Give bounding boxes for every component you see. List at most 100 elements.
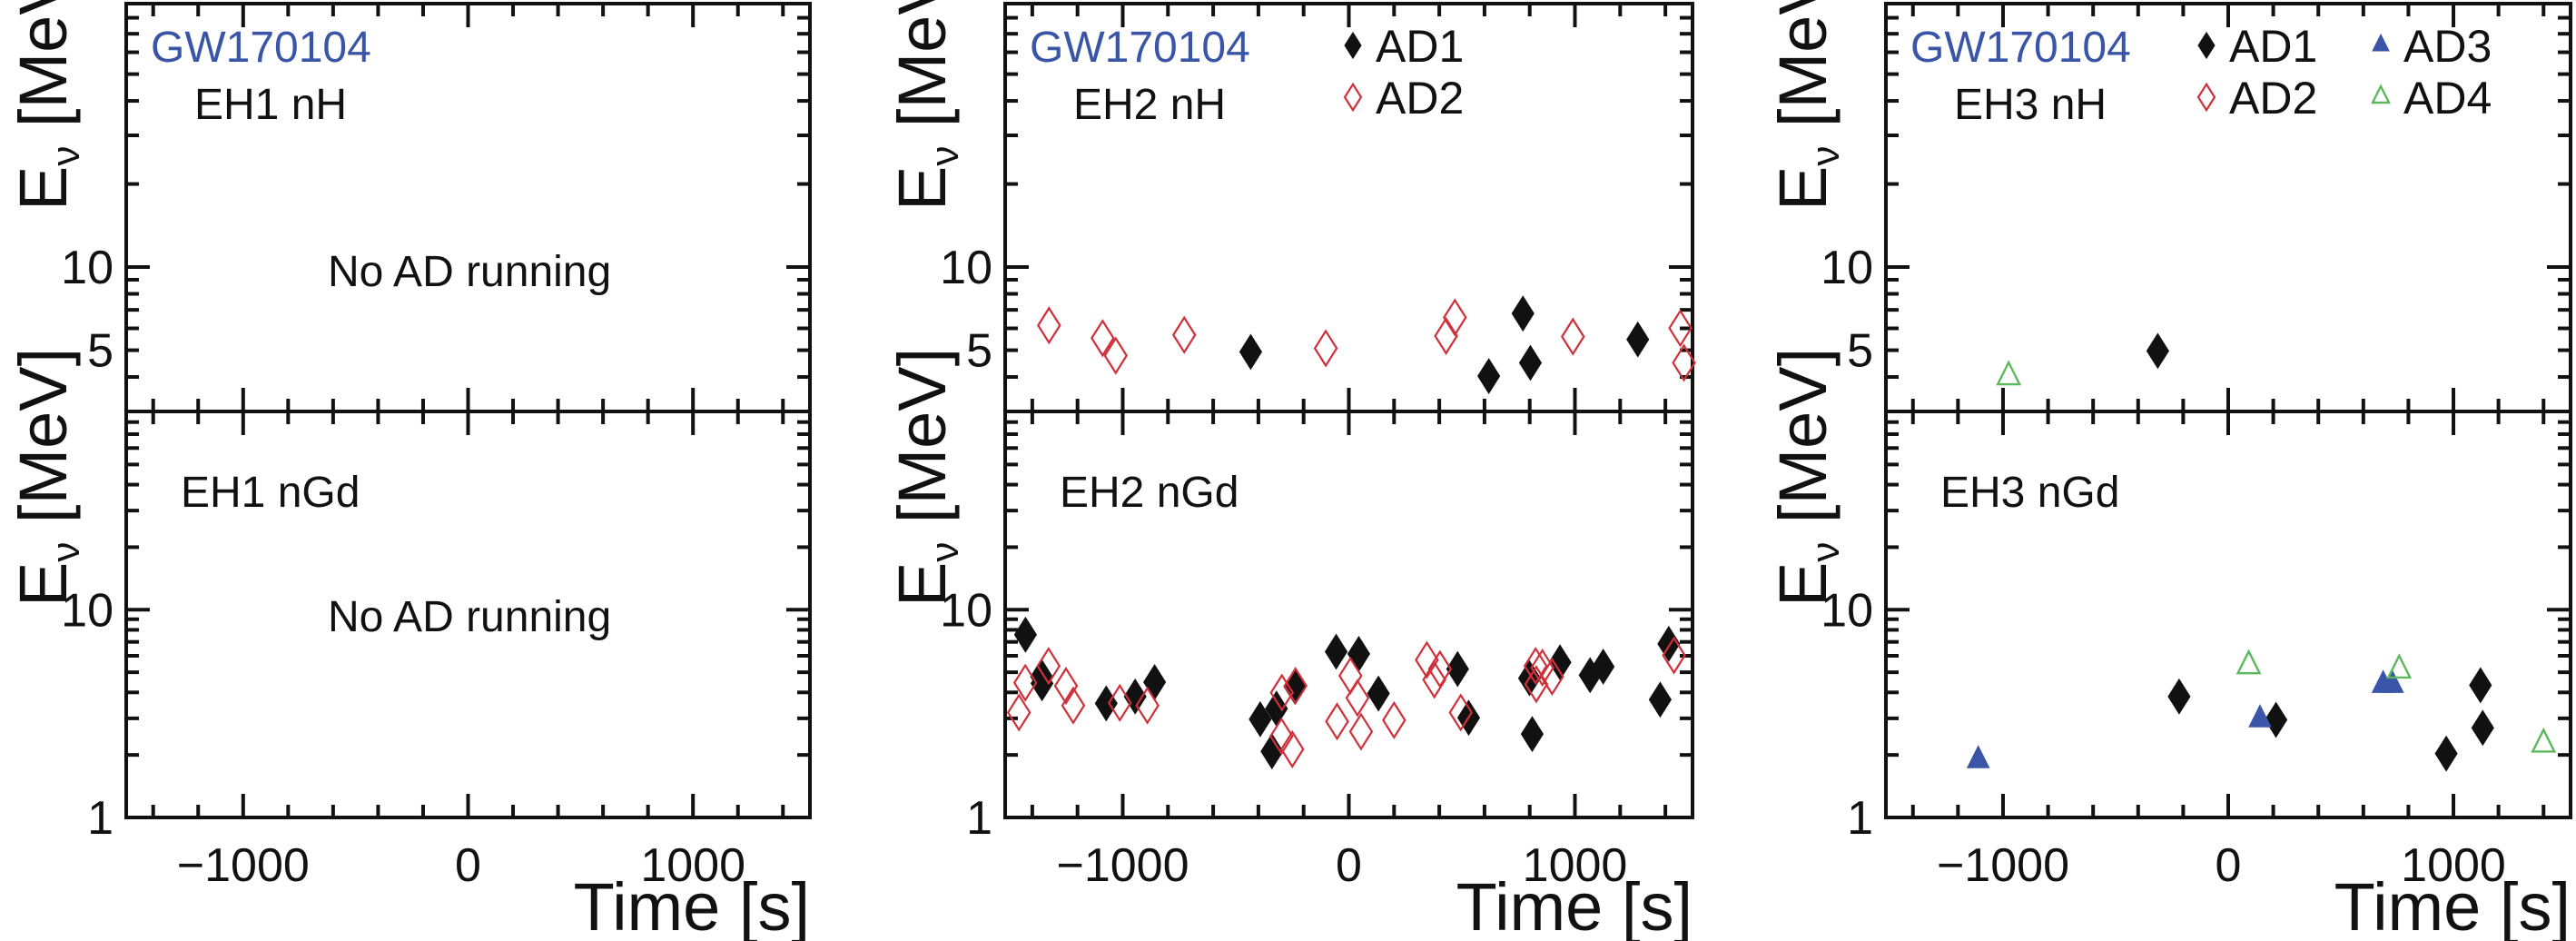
data-point-ad2 xyxy=(1448,693,1474,732)
y-axis-label: Eν [MeV] xyxy=(884,348,967,607)
y-axis-label-symbol: E xyxy=(5,562,81,607)
data-point-ad1 xyxy=(1477,358,1501,394)
data-point-ad2 xyxy=(1279,729,1305,768)
data-point-ad3 xyxy=(2248,704,2272,728)
y-axis-label-unit: [MeV] xyxy=(5,0,81,146)
legend-label-ad1: AD1 xyxy=(2229,21,2317,72)
y-axis-label-unit: [MeV] xyxy=(884,0,960,146)
data-point-ad2 xyxy=(1061,686,1086,725)
data-point-ad1 xyxy=(2434,735,2458,772)
no-ad-note: No AD running xyxy=(328,593,611,641)
marker-ad4-open-triangle xyxy=(2371,84,2391,104)
y-tick-label: 1 xyxy=(87,792,114,845)
data-point-ad2 xyxy=(1540,657,1564,697)
y-axis-label-unit: [MeV] xyxy=(5,348,81,542)
y-tick-label: 1 xyxy=(1847,792,1873,845)
y-axis-label-subscript: ν xyxy=(923,146,967,166)
hall-label: EH3 nH xyxy=(1954,81,2107,129)
data-point-ad1 xyxy=(1094,685,1118,722)
data-point-ad1 xyxy=(2264,701,2288,738)
legend-label-ad1: AD1 xyxy=(1376,21,1464,72)
data-point-ad1 xyxy=(1030,665,1054,702)
data-point-ad1 xyxy=(1626,321,1650,358)
data-point-ad2 xyxy=(1523,647,1548,686)
data-point-ad1 xyxy=(1283,668,1307,705)
x-tick-label: −1000 xyxy=(1937,839,2069,892)
series-ad2 xyxy=(1006,636,1686,768)
y-tick-label: 5 xyxy=(87,325,114,378)
data-point-ad2 xyxy=(1091,319,1115,358)
legend: AD1 AD3 AD2 AD4 xyxy=(2196,21,2492,124)
x-tick-label: −1000 xyxy=(1056,839,1189,892)
series-ad3 xyxy=(1966,669,2404,768)
hall-label: EH1 nH xyxy=(194,81,347,129)
data-point-ad1 xyxy=(1249,700,1272,738)
data-point-ad1 xyxy=(2167,678,2191,715)
y-axis-label: Eν [MeV] xyxy=(5,0,88,211)
data-point-ad1 xyxy=(1548,644,1572,681)
hall-label: EH2 nGd xyxy=(1060,469,1239,517)
data-point-ad2 xyxy=(1268,717,1294,756)
data-point-ad1 xyxy=(1347,635,1371,672)
legend-label-ad4: AD4 xyxy=(2403,73,2492,124)
marker-ad1-filled-diamond xyxy=(2197,31,2216,60)
y-axis-label: Eν [MeV] xyxy=(884,0,967,211)
y-axis-label-symbol: E xyxy=(1765,562,1841,607)
data-point-ad2 xyxy=(1348,712,1374,751)
data-point-ad3 xyxy=(1966,745,1990,768)
marker-ad2-open-diamond xyxy=(2196,82,2216,113)
y-axis-label-unit: [MeV] xyxy=(884,348,960,542)
data-point-ad1 xyxy=(1511,295,1535,332)
data-point-ad1 xyxy=(1648,681,1672,718)
data-point-ad1 xyxy=(2146,332,2169,370)
data-point-ad2 xyxy=(1036,647,1061,686)
data-point-ad1 xyxy=(1592,649,1615,685)
x-tick-label: 0 xyxy=(455,839,481,892)
series-ad1 xyxy=(2146,332,2169,370)
y-axis-label-subscript: ν xyxy=(1803,542,1848,562)
y-axis-label-subscript: ν xyxy=(1803,146,1848,166)
y-axis-label-unit: [MeV] xyxy=(1765,348,1841,542)
data-point-ad4 xyxy=(1996,360,2022,386)
y-tick-label: 10 xyxy=(61,242,114,294)
data-point-ad1 xyxy=(1446,650,1469,688)
y-axis-label-symbol: E xyxy=(1765,166,1841,211)
y-tick-label: 10 xyxy=(1821,584,1873,637)
data-point-ad4 xyxy=(2531,727,2557,753)
marker-ad1-filled-diamond xyxy=(1344,31,1362,60)
legend-label-ad3: AD3 xyxy=(2403,21,2492,72)
data-point-ad1 xyxy=(1260,733,1284,770)
hall-label: EH2 nH xyxy=(1073,81,1226,129)
data-point-ad4 xyxy=(2386,653,2413,679)
y-tick-label: 10 xyxy=(61,584,114,637)
data-point-ad1 xyxy=(1143,664,1167,700)
y-tick-label: 10 xyxy=(940,584,992,637)
data-point-ad2 xyxy=(1415,640,1439,679)
data-point-ad2 xyxy=(1442,298,1467,337)
panel-eh1-nh: 10 5 Eν [MeV] GW170104 EH1 nH No AD running xyxy=(5,0,812,413)
y-tick-label: 5 xyxy=(1847,325,1873,378)
legend-label-ad2: AD2 xyxy=(1376,73,1464,124)
y-axis-label-subscript: ν xyxy=(44,146,88,166)
series-ad1 xyxy=(1239,295,1650,394)
series-ad1 xyxy=(2167,667,2494,772)
data-point-ad2 xyxy=(1135,686,1160,725)
marker-ad2-open-diamond xyxy=(1343,82,1363,113)
data-point-ad1 xyxy=(1324,633,1348,670)
y-axis-label: Eν [MeV] xyxy=(1765,0,1848,211)
y-axis-label-symbol: E xyxy=(884,562,960,607)
data-point-ad1 xyxy=(2469,667,2492,704)
data-point-ad1 xyxy=(1367,675,1390,712)
y-axis-label-subscript: ν xyxy=(44,542,88,562)
x-tick-label: 1000 xyxy=(640,839,745,892)
hall-label: EH1 nGd xyxy=(181,469,360,517)
data-point-ad1 xyxy=(2471,709,2494,747)
y-axis-label: Eν [MeV] xyxy=(5,348,88,607)
x-tick-label: 0 xyxy=(1336,839,1362,892)
data-point-ad1 xyxy=(1013,616,1038,653)
y-tick-label: 5 xyxy=(966,325,992,378)
